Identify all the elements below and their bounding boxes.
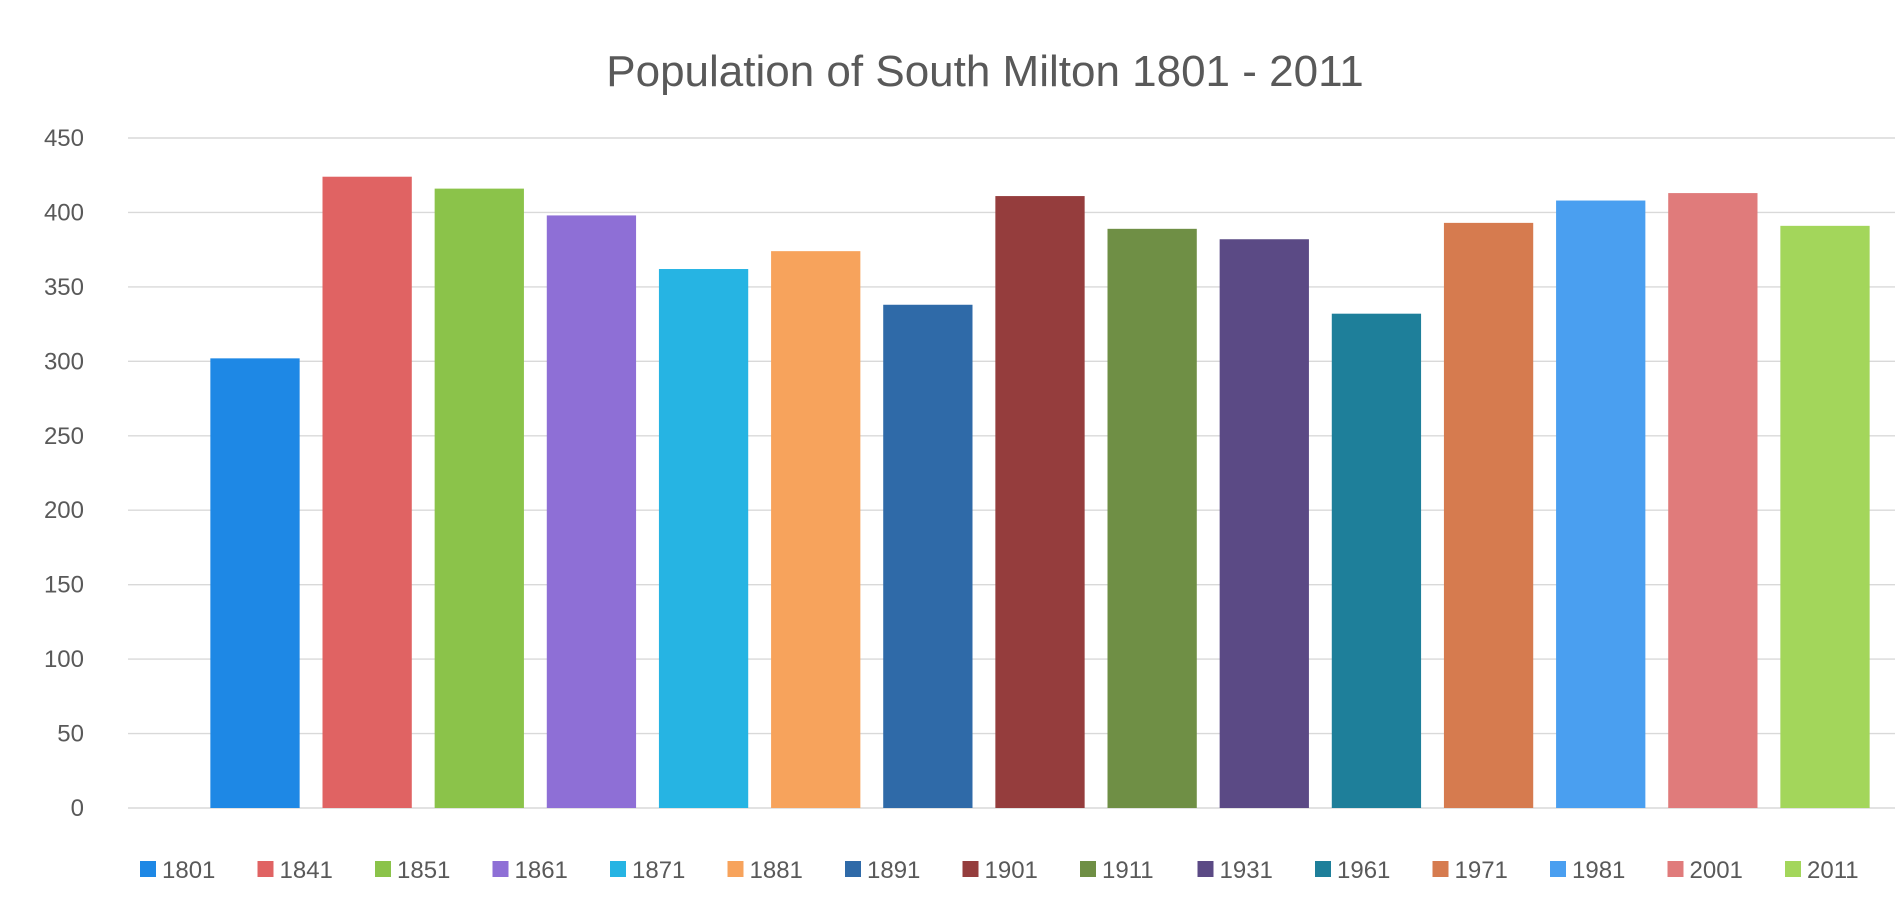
legend-swatch	[1550, 861, 1566, 877]
legend-swatch	[962, 861, 979, 877]
legend-label: 1881	[750, 857, 803, 884]
legend-swatch	[727, 861, 744, 877]
bar-1861	[546, 215, 637, 808]
bar-1891	[883, 304, 973, 808]
legend-item-1861: 1861	[492, 857, 568, 884]
legend-label: 1891	[867, 857, 920, 884]
legend-swatch	[1667, 861, 1684, 877]
legend-item-1891: 1891	[845, 857, 920, 884]
legend-label: 1961	[1337, 857, 1390, 884]
y-tick-label: 200	[44, 497, 84, 524]
y-axis: 0 50 100 150 200 250 300 350 400 450	[44, 125, 84, 822]
y-tick-label: 150	[44, 572, 84, 599]
legend-item-1851: 1851	[375, 857, 450, 884]
legend-swatch	[1432, 861, 1449, 877]
legend-swatch	[1785, 861, 1801, 877]
bar-1881	[771, 251, 861, 809]
y-tick-label: 350	[44, 274, 84, 301]
legend-swatch	[610, 861, 626, 877]
legend-item-2001: 2001	[1667, 857, 1743, 884]
legend-label: 1871	[632, 857, 685, 884]
y-tick-label: 450	[44, 125, 84, 152]
legend-item-1901: 1901	[962, 857, 1038, 884]
legend-item-2011: 2011	[1785, 857, 1859, 884]
legend-item-1961: 1961	[1315, 857, 1390, 884]
chart-title: Population of South Milton 1801 - 2011	[606, 47, 1364, 96]
legend-label: 1911	[1102, 857, 1154, 884]
legend-label: 1861	[515, 857, 568, 884]
legend: 1801 1841 1851 1861 1871 1881 1891 1901 1911 1931…	[140, 857, 1859, 884]
legend-label: 2011	[1807, 857, 1859, 884]
bar-2011	[1780, 225, 1870, 808]
y-tick-label: 250	[44, 423, 84, 450]
legend-swatch	[140, 861, 156, 877]
y-tick-label: 50	[57, 721, 84, 748]
y-tick-label: 0	[71, 795, 84, 822]
legend-label: 1971	[1455, 857, 1508, 884]
bar-1841	[322, 176, 412, 808]
legend-swatch	[1315, 861, 1331, 877]
legend-item-1841: 1841	[257, 857, 333, 884]
legend-label: 1851	[397, 857, 450, 884]
legend-item-1871: 1871	[610, 857, 685, 884]
bar-1971	[1443, 222, 1534, 808]
legend-label: 1801	[162, 857, 215, 884]
legend-label: 1841	[280, 857, 333, 884]
bar-1801	[210, 358, 300, 808]
y-tick-label: 400	[44, 199, 84, 226]
legend-item-1931: 1931	[1197, 857, 1273, 884]
legend-label: 2001	[1690, 857, 1743, 884]
legend-label: 1901	[985, 857, 1038, 884]
bar-1871	[658, 269, 749, 808]
bar-1901	[995, 196, 1085, 809]
legend-swatch	[257, 861, 274, 877]
legend-swatch	[492, 861, 509, 877]
legend-item-1971: 1971	[1432, 857, 1508, 884]
legend-item-1911: 1911	[1080, 857, 1154, 884]
bar-1911	[1107, 228, 1197, 809]
bars	[210, 176, 1870, 809]
bar-1851	[434, 188, 524, 809]
bar-1981	[1556, 200, 1646, 809]
bar-1961	[1331, 313, 1422, 808]
bar-2001	[1668, 193, 1758, 809]
legend-item-1801: 1801	[140, 857, 215, 884]
legend-swatch	[1080, 861, 1096, 877]
legend-swatch	[1197, 861, 1214, 877]
legend-swatch	[375, 861, 391, 877]
legend-label: 1981	[1572, 857, 1625, 884]
legend-swatch	[845, 861, 861, 877]
legend-item-1981: 1981	[1550, 857, 1625, 884]
legend-label: 1931	[1220, 857, 1273, 884]
legend-item-1881: 1881	[727, 857, 803, 884]
bar-1931	[1219, 239, 1309, 808]
y-tick-label: 100	[44, 646, 84, 673]
y-tick-label: 300	[44, 348, 84, 375]
